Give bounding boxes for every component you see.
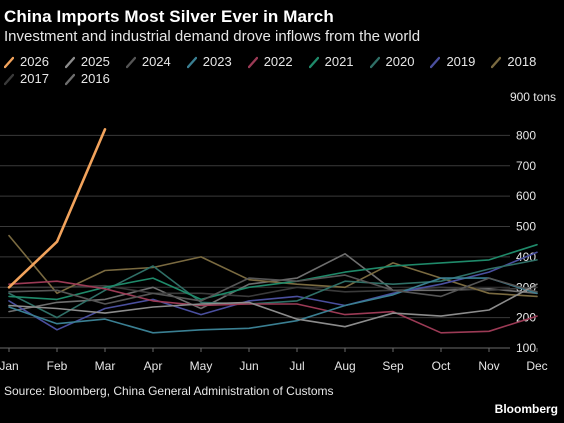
legend-swatch	[491, 54, 502, 70]
legend-swatch	[64, 71, 75, 87]
x-tick-label: Nov	[478, 359, 499, 373]
legend-item-2018: 2018	[491, 54, 536, 70]
x-tick-label: Jul	[289, 359, 304, 373]
legend-item-2025: 2025	[64, 54, 110, 70]
legend-item-2019: 2019	[430, 54, 475, 70]
x-tick-label: Apr	[144, 359, 163, 373]
legend-label: 2018	[507, 54, 537, 69]
legend-item-2023: 2023	[186, 54, 232, 70]
series-line-2018	[8, 234, 538, 298]
x-tick-label: May	[190, 359, 213, 373]
x-tick-label: Aug	[334, 359, 355, 373]
legend-label: 2023	[202, 54, 232, 69]
legend-swatch	[4, 54, 14, 70]
series-line-2024	[8, 274, 538, 305]
x-tick-label: Jun	[239, 359, 258, 373]
legend-item-2020: 2020	[369, 54, 415, 70]
y-axis-unit-label: 900 tons	[509, 90, 556, 104]
y-tick-label: 800	[516, 128, 536, 142]
y-tick-label: 700	[516, 159, 536, 173]
legend-swatch	[4, 71, 14, 87]
legend-label: 2017	[20, 71, 49, 86]
legend-label: 2016	[80, 71, 110, 86]
source-note: Source: Bloomberg, China General Adminis…	[4, 384, 334, 398]
x-tick-label: Oct	[432, 359, 451, 373]
legend-swatch	[64, 54, 75, 70]
legend-swatch	[308, 54, 319, 70]
chart-title: China Imports Most Silver Ever in March	[4, 7, 334, 26]
legend-item-2022: 2022	[247, 54, 293, 70]
series-line-2023	[8, 277, 538, 334]
series-line-2017	[8, 284, 538, 298]
y-tick-label: 100	[516, 341, 536, 355]
legend-swatch	[125, 54, 136, 70]
legend-label: 2022	[263, 54, 293, 69]
legend-swatch	[430, 54, 441, 70]
brand-logo-text: Bloomberg	[494, 402, 558, 416]
x-tick-label: Jan	[0, 359, 19, 373]
chart-subtitle: Investment and industrial demand drove i…	[4, 28, 421, 45]
x-tick-label: Sep	[382, 359, 404, 373]
legend-label: 2021	[324, 54, 354, 69]
legend-item-2016: 2016	[64, 71, 110, 87]
legend-label: 2026	[20, 54, 49, 69]
y-tick-label: 600	[516, 189, 536, 203]
series-line-2020	[8, 259, 538, 319]
x-tick-label: Dec	[526, 359, 547, 373]
legend-label: 2019	[446, 54, 476, 69]
legend-item-2017: 2017	[4, 71, 49, 87]
series-line-2022	[8, 280, 538, 334]
series-line-2025	[8, 283, 538, 328]
legend-item-2024: 2024	[125, 54, 171, 70]
legend-label: 2020	[385, 54, 415, 69]
legend-item-2021: 2021	[308, 54, 354, 70]
legend-item-2026: 2026	[4, 54, 49, 70]
series-line-2026	[7, 128, 107, 289]
x-tick-label: Mar	[95, 359, 116, 373]
y-tick-label: 500	[516, 220, 536, 234]
chart-legend: 2026 2025 2024 2023 2022 2021 2020 2019 2018 2017…	[4, 54, 560, 87]
legend-swatch	[369, 54, 380, 70]
legend-label: 2024	[141, 54, 171, 69]
legend-swatch	[186, 54, 197, 70]
series-line-2021	[8, 243, 538, 301]
legend-swatch	[247, 54, 258, 70]
x-tick-label: Feb	[47, 359, 68, 373]
legend-label: 2025	[80, 54, 110, 69]
